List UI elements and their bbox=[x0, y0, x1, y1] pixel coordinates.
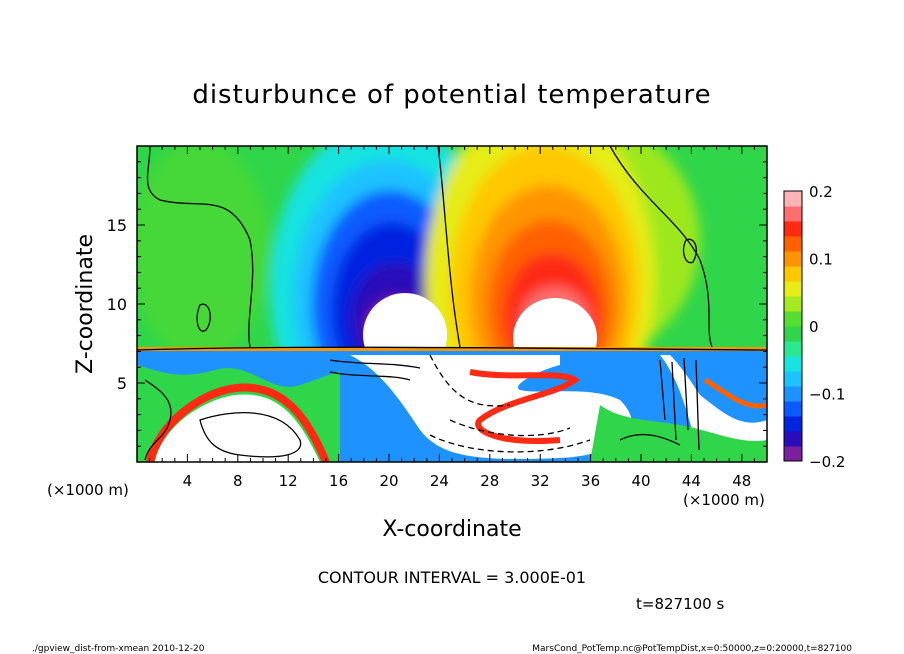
contour-lines bbox=[137, 146, 767, 461]
colorbar-swatch bbox=[784, 401, 802, 417]
y-tick-label: 15 bbox=[107, 216, 127, 235]
x-tick-label: 16 bbox=[329, 472, 348, 490]
colorbar-swatch bbox=[784, 221, 802, 237]
boundary-layer bbox=[137, 347, 767, 462]
x-tick-label: 8 bbox=[233, 472, 243, 490]
colorbar-swatch bbox=[784, 356, 802, 372]
y-tick-label: 5 bbox=[117, 374, 127, 393]
x-tick-label: 24 bbox=[430, 472, 449, 490]
colorbar-swatch bbox=[784, 431, 802, 447]
contour-zero-left bbox=[146, 146, 254, 348]
colorbar-tick-label: −0.2 bbox=[809, 453, 845, 471]
colorbar-swatch bbox=[784, 326, 802, 342]
contour-bl-4 bbox=[199, 411, 302, 458]
x-tick-label: 48 bbox=[732, 472, 751, 490]
bl-left-white bbox=[155, 394, 320, 462]
colorbar bbox=[784, 191, 802, 462]
colorbar-swatch bbox=[784, 311, 802, 327]
x-unit-left: (×1000 m) bbox=[47, 481, 129, 499]
colorbar-swatch bbox=[784, 296, 802, 312]
y-tick-label: 10 bbox=[107, 295, 127, 314]
colorbar-tick-label: 0 bbox=[809, 318, 819, 336]
x-tick-label: 28 bbox=[480, 472, 499, 490]
x-tick-label: 32 bbox=[531, 472, 550, 490]
contour-bl-2 bbox=[329, 359, 421, 369]
x-unit-right: (×1000 m) bbox=[683, 491, 765, 509]
colorbar-swatch bbox=[784, 266, 802, 282]
x-tick-label: 44 bbox=[682, 472, 701, 490]
x-axis: 4 8 12 16 20 24 28 32 36 40 44 48 bbox=[149, 146, 755, 490]
bl-right-white bbox=[660, 355, 767, 462]
colorbar-swatch bbox=[784, 251, 802, 267]
contour-bl-9 bbox=[659, 357, 700, 451]
plot-area bbox=[137, 146, 767, 462]
contour-bl-7 bbox=[429, 354, 511, 407]
x-tick-label: 20 bbox=[379, 472, 398, 490]
colorbar-tick-label: 0.2 bbox=[809, 183, 833, 201]
x-tick-label: 40 bbox=[631, 472, 650, 490]
band-green-left bbox=[137, 146, 270, 360]
bl-center-white bbox=[350, 355, 632, 460]
time-label: t=827100 s bbox=[636, 595, 724, 613]
contour-blob-right bbox=[682, 238, 697, 264]
colorbar-swatch bbox=[784, 236, 802, 252]
contour-bl-5 bbox=[429, 434, 591, 453]
bl-center-red bbox=[469, 369, 581, 444]
bl-right-red bbox=[703, 377, 767, 409]
colorbar-frame bbox=[783, 190, 803, 462]
x-tick-label: 12 bbox=[279, 472, 298, 490]
colorbar-tick-label: −0.1 bbox=[809, 386, 845, 404]
y-axis-label: Z-coordinate bbox=[73, 234, 98, 374]
colorbar-swatch bbox=[784, 191, 802, 207]
contour-interval: CONTOUR INTERVAL = 3.000E-01 bbox=[318, 568, 586, 587]
contour-blob-left bbox=[196, 303, 211, 332]
colorbar-swatch bbox=[784, 386, 802, 402]
contour-bl-10 bbox=[619, 433, 681, 446]
y-axis: 5 10 15 bbox=[107, 161, 767, 447]
colorbar-swatch bbox=[784, 206, 802, 222]
colorbar-swatch bbox=[784, 281, 802, 297]
colorbar-swatch bbox=[784, 416, 802, 432]
contour-bl-8 bbox=[144, 379, 172, 461]
footer-right: MarsCond_PotTemp.nc@PotTempDist,x=0:5000… bbox=[532, 644, 852, 654]
colorbar-swatch bbox=[784, 371, 802, 387]
contour-zero-center bbox=[437, 146, 461, 348]
contour-zero-right bbox=[609, 146, 713, 348]
chart-title: disturbunce of potential temperature bbox=[192, 80, 711, 110]
contour-bl-1 bbox=[137, 346, 767, 351]
bl-right-green bbox=[590, 405, 767, 462]
colorbar-swatch bbox=[784, 446, 802, 462]
x-tick-label: 36 bbox=[581, 472, 600, 490]
colorbar-ticks: 0.2 0.1 0 −0.1 −0.2 bbox=[809, 183, 845, 471]
footer-left: ./gpview_dist-from-xmean 2010-12-20 bbox=[32, 644, 205, 654]
x-tick-label: 4 bbox=[183, 472, 193, 490]
contour-bl-6 bbox=[449, 419, 571, 437]
colorbar-swatch bbox=[784, 341, 802, 357]
x-axis-label: X-coordinate bbox=[382, 517, 521, 542]
colorbar-tick-label: 0.1 bbox=[809, 251, 833, 269]
contour-bl-3 bbox=[329, 371, 411, 381]
